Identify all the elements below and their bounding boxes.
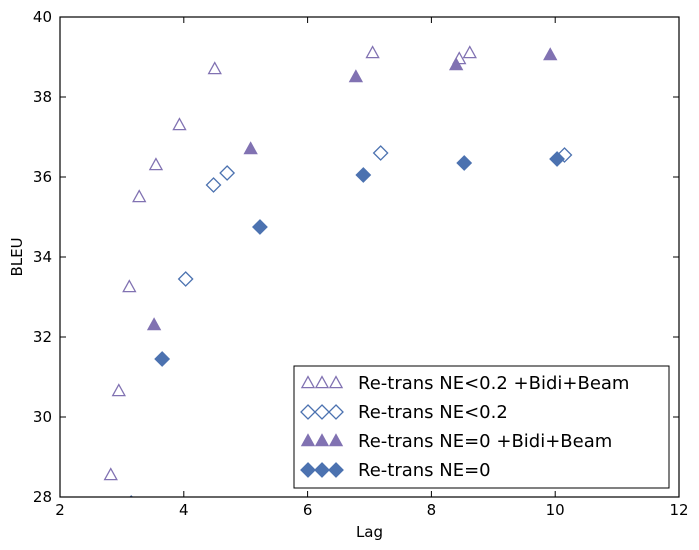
y-tick-label-1: 28 [33, 488, 52, 506]
data-point-series-2-5 [372, 145, 389, 161]
data-point-series-1-1 [103, 467, 118, 481]
data-point-series-3-1 [146, 317, 162, 331]
data-point-series-4-5 [549, 151, 565, 167]
data-point-series-1-8 [365, 45, 380, 59]
data-point-series-3-2 [243, 141, 258, 155]
legend-box [293, 365, 670, 489]
data-point-series-3-3 [348, 69, 364, 83]
y-tick-label-4: 34 [33, 248, 52, 266]
legend-marker-1-1 [300, 375, 316, 389]
x-tick-label-5: 10 [546, 501, 565, 519]
x-tick-label-3: 6 [303, 501, 313, 519]
x-tick-label-4: 8 [427, 501, 437, 519]
y-tick-label-6: 38 [33, 88, 52, 106]
legend: Re-trans NE<0.2 +Bidi+Beam Re-trans NE<0.… [293, 365, 670, 489]
y-tick-label-3: 32 [33, 328, 52, 346]
legend-marker-2-1 [300, 404, 316, 420]
legend-marker-4-3 [328, 462, 344, 478]
data-point-series-1-6 [172, 117, 187, 131]
legend-marker-1-2 [314, 375, 330, 389]
y-tick-label-7: 40 [33, 8, 52, 26]
data-point-series-3-5 [543, 47, 558, 61]
y-axis-label: BLEU [8, 237, 26, 276]
data-point-series-1-10 [462, 45, 477, 59]
legend-marker-4-2 [314, 462, 330, 478]
legend-marker-3-1 [300, 433, 316, 447]
legend-label-2: Re-trans NE<0.2 [358, 402, 508, 423]
legend-label-1: Re-trans NE<0.2 +Bidi+Beam [358, 373, 629, 394]
legend-label-4: Re-trans NE=0 [358, 460, 491, 481]
data-point-series-2-1 [129, 495, 134, 497]
data-point-series-1-2 [111, 383, 126, 397]
data-point-series-4-4 [456, 155, 473, 171]
data-point-series-1-7 [207, 61, 222, 75]
legend-marker-2-3 [328, 404, 344, 420]
data-point-series-3-4 [448, 57, 464, 71]
legend-marker-1-3 [328, 375, 344, 389]
plot-area [103, 45, 573, 497]
data-point-series-1-5 [148, 157, 164, 171]
x-tick-label-6: 12 [669, 501, 688, 519]
legend-marker-3-2 [314, 433, 330, 447]
y-tick-label-5: 36 [33, 168, 52, 186]
legend-label-3: Re-trans NE=0 +Bidi+Beam [358, 431, 612, 452]
legend-marker-3-3 [328, 433, 344, 447]
data-point-series-2-4 [219, 165, 236, 181]
axes: 2 4 6 8 10 12 28 30 32 34 36 38 40 [33, 8, 689, 519]
x-tick-label-1: 2 [55, 501, 65, 519]
legend-marker-2-2 [314, 404, 330, 420]
x-tick-label-2: 4 [179, 501, 189, 519]
data-point-series-4-1 [154, 351, 171, 367]
data-point-series-4-3 [355, 167, 372, 183]
y-tick-label-2: 30 [33, 408, 52, 426]
data-point-series-2-2 [177, 271, 194, 287]
data-point-series-1-3 [122, 279, 137, 293]
x-axis-label: Lag [356, 523, 383, 541]
data-point-series-2-3 [205, 177, 222, 193]
data-point-series-4-2 [252, 219, 268, 235]
data-point-series-2-6 [556, 147, 573, 163]
data-point-series-1-4 [132, 189, 147, 203]
legend-marker-4-1 [300, 462, 316, 478]
